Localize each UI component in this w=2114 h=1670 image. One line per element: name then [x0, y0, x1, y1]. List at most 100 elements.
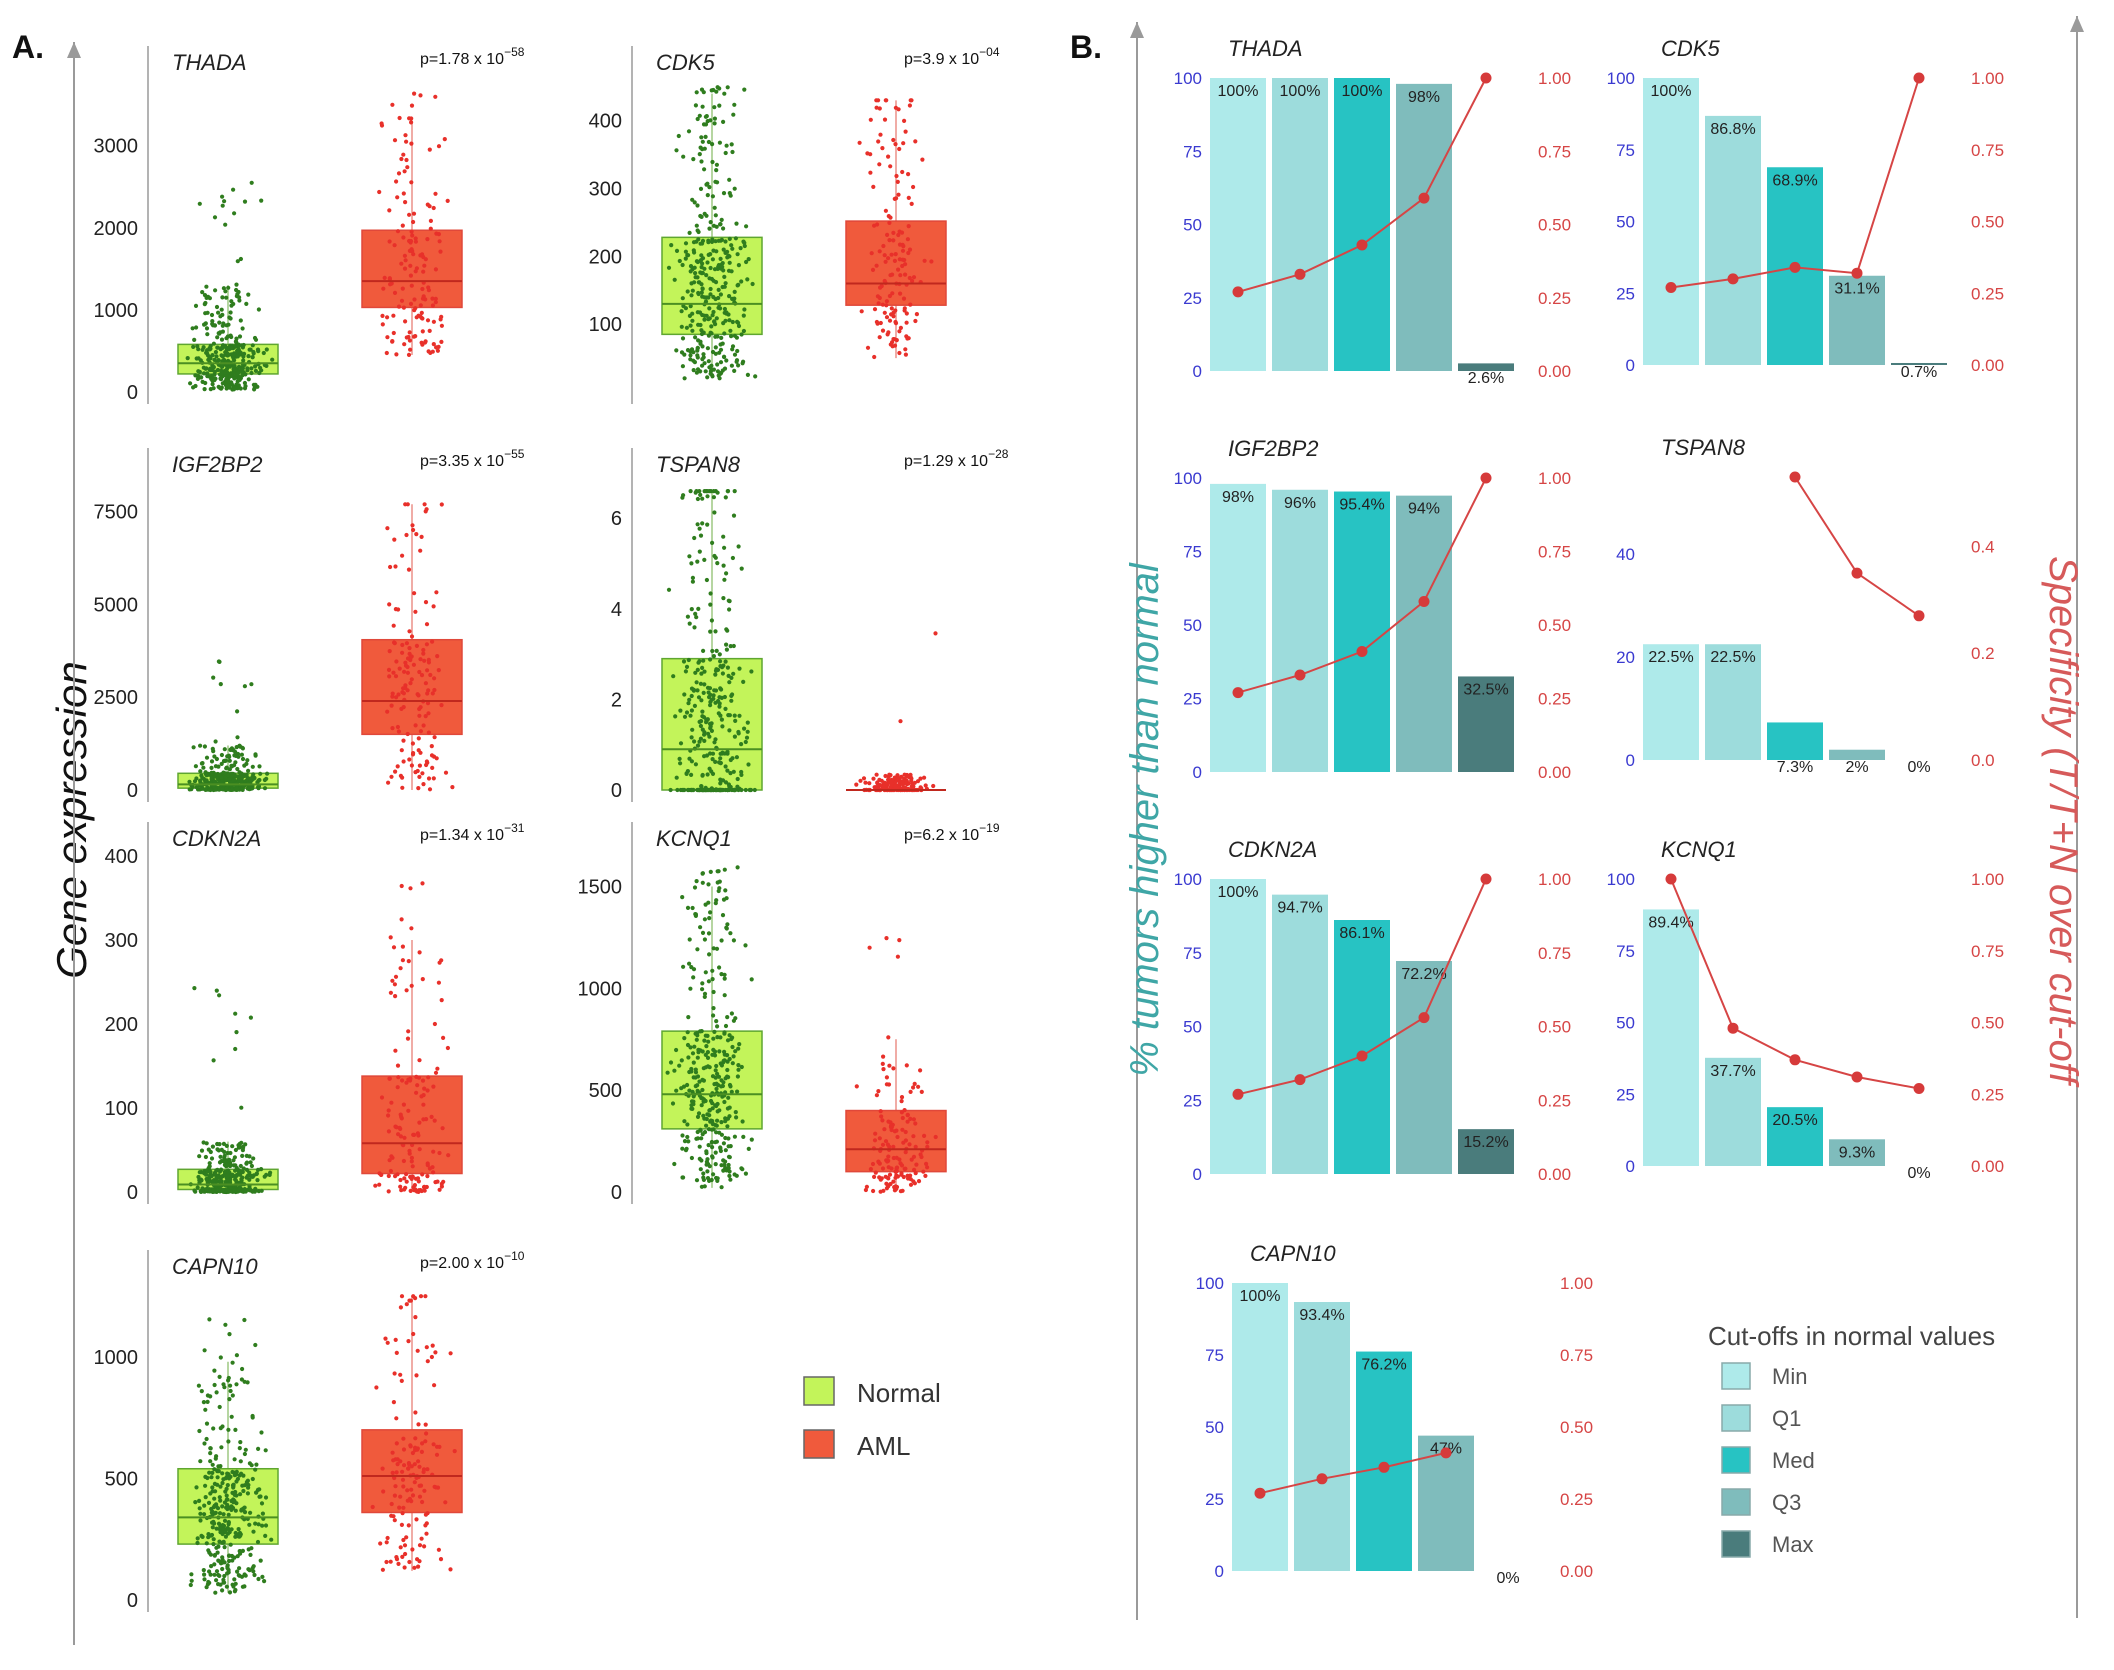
data-point	[429, 1354, 434, 1360]
data-point	[707, 916, 712, 921]
data-point	[731, 643, 736, 649]
data-point	[907, 103, 913, 108]
data-point	[269, 1537, 274, 1542]
data-point	[214, 772, 219, 777]
data-point	[392, 982, 397, 987]
data-point	[423, 714, 428, 719]
data-point	[231, 1500, 236, 1505]
bar-max	[1458, 1129, 1514, 1174]
aml-group	[361, 1294, 463, 1572]
data-point	[711, 1013, 716, 1018]
data-point	[746, 1146, 751, 1151]
data-point	[737, 713, 742, 718]
data-point	[221, 321, 226, 326]
data-point	[883, 208, 889, 213]
data-point	[689, 1155, 695, 1161]
data-point	[692, 703, 698, 709]
data-point	[441, 1035, 446, 1040]
data-point	[885, 232, 890, 237]
data-point	[901, 244, 906, 249]
data-point	[867, 945, 872, 950]
data-point	[378, 1541, 383, 1546]
data-point	[887, 318, 893, 323]
data-point	[254, 1171, 259, 1176]
data-point	[880, 1142, 886, 1147]
data-point	[420, 286, 425, 292]
data-point	[677, 258, 682, 264]
data-point	[711, 1047, 716, 1052]
data-point	[450, 785, 455, 790]
data-point	[411, 334, 417, 339]
data-point	[431, 319, 436, 324]
bar-value-label: 100%	[1280, 83, 1321, 100]
data-point	[230, 1393, 235, 1398]
data-point	[426, 1075, 431, 1080]
data-point	[868, 152, 873, 157]
data-point	[684, 1146, 689, 1151]
data-point	[225, 351, 230, 357]
data-point	[421, 651, 426, 656]
data-point	[422, 1544, 427, 1549]
data-point	[685, 1122, 690, 1127]
bar-min	[1210, 483, 1266, 772]
data-point	[236, 1169, 242, 1175]
data-point	[230, 787, 235, 792]
data-point	[735, 283, 740, 288]
data-point	[708, 118, 713, 123]
specificity-point	[1851, 267, 1863, 279]
data-point	[259, 198, 264, 203]
data-point	[204, 284, 209, 289]
data-point	[232, 363, 237, 368]
data-point	[247, 1522, 252, 1527]
data-point	[413, 1410, 418, 1415]
bar-value-label: 15.2%	[1463, 1134, 1508, 1151]
data-point	[739, 566, 744, 571]
data-point	[413, 1187, 418, 1192]
data-point	[409, 229, 414, 234]
data-point	[228, 1388, 233, 1394]
data-point	[238, 1533, 243, 1538]
data-point	[242, 199, 248, 204]
data-point	[215, 345, 220, 350]
data-point	[409, 141, 414, 146]
data-point	[425, 760, 430, 765]
data-point	[219, 779, 225, 785]
data-point	[388, 1168, 393, 1174]
data-point	[428, 226, 433, 231]
y-left-tick: 0	[1626, 356, 1635, 375]
data-point	[394, 1441, 399, 1446]
data-point	[415, 1131, 420, 1136]
bar-value-label: 0%	[1907, 759, 1930, 776]
data-point	[246, 768, 251, 773]
data-point	[717, 1049, 722, 1054]
data-point	[227, 1558, 232, 1564]
data-point	[884, 303, 889, 308]
data-point	[248, 1552, 253, 1557]
data-point	[735, 776, 740, 782]
data-point	[689, 293, 694, 298]
data-point	[710, 968, 715, 973]
data-point	[730, 756, 735, 761]
data-point	[212, 779, 217, 784]
bar-value-label: 100%	[1342, 83, 1383, 100]
data-point	[409, 120, 414, 125]
data-point	[736, 1067, 741, 1072]
data-point	[401, 691, 406, 696]
bar-q1	[1294, 1302, 1350, 1571]
data-point	[736, 363, 741, 368]
data-point	[404, 139, 409, 144]
data-point	[735, 865, 740, 870]
data-point	[714, 1123, 719, 1128]
p-value: p=1.78 x 10−58	[420, 45, 525, 68]
data-point	[714, 316, 719, 321]
data-point	[688, 1045, 693, 1050]
data-point	[242, 351, 247, 356]
data-point	[236, 754, 241, 759]
data-point	[921, 1169, 926, 1174]
y-right-tick: 0.00	[1538, 1165, 1571, 1184]
data-point	[244, 1153, 249, 1158]
data-point	[196, 347, 201, 352]
cutoff-swatch-min	[1721, 1362, 1751, 1390]
data-point	[253, 753, 258, 758]
data-point	[197, 201, 202, 206]
